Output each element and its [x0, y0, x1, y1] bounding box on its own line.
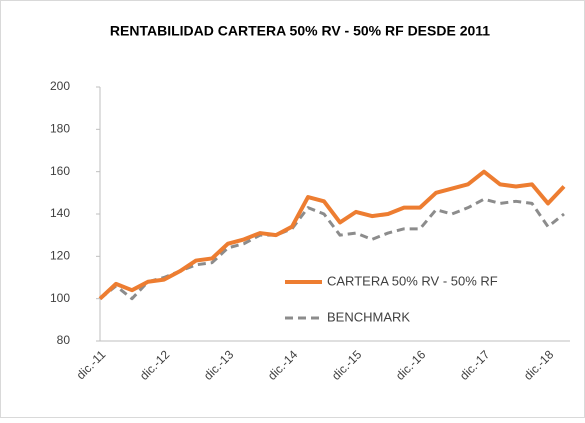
legend-label: CARTERA 50% RV - 50% RF [327, 273, 498, 288]
y-tick-label: 80 [57, 333, 71, 347]
chart-title: RENTABILIDAD CARTERA 50% RV - 50% RF DES… [110, 23, 490, 39]
y-tick-label: 120 [50, 249, 70, 263]
y-tick-label: 200 [50, 79, 70, 93]
y-tick-label: 100 [50, 291, 70, 305]
legend-label: BENCHMARK [327, 309, 410, 324]
y-tick-label: 140 [50, 206, 70, 220]
y-tick-label: 180 [50, 122, 70, 136]
series-line [98, 169, 566, 301]
y-tick-label: 160 [50, 164, 70, 178]
